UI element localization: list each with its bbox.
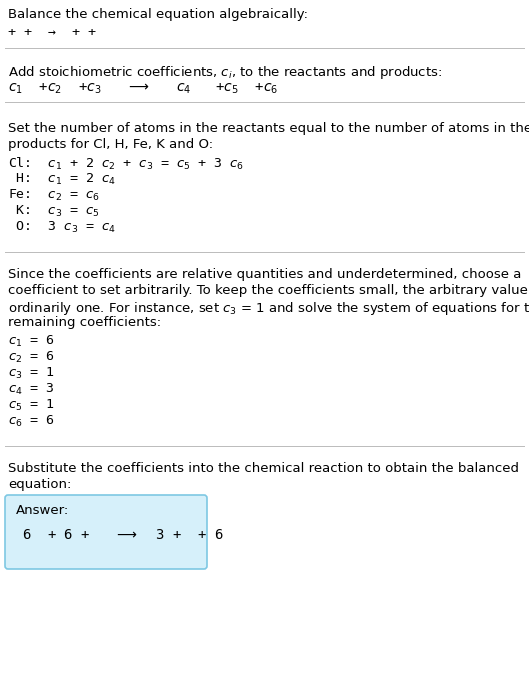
Text: coefficient to set arbitrarily. To keep the coefficients small, the arbitrary va: coefficient to set arbitrarily. To keep … [8, 284, 529, 297]
Text: Substitute the coefficients into the chemical reaction to obtain the balanced: Substitute the coefficients into the che… [8, 462, 519, 475]
Text: remaining coefficients:: remaining coefficients: [8, 316, 161, 329]
Text: Balance the chemical equation algebraically:: Balance the chemical equation algebraica… [8, 8, 308, 21]
Text: equation:: equation: [8, 478, 71, 491]
Text: $c_1$  +$c_2$  +$c_3$   $\longrightarrow$   $c_4$   +$c_5$  +$c_6$: $c_1$ +$c_2$ +$c_3$ $\longrightarrow$ $c… [8, 82, 278, 96]
Text: 6  + 6 +   $\longrightarrow$  3 +  + 6: 6 + 6 + $\longrightarrow$ 3 + + 6 [22, 528, 224, 542]
Text: + +  →  + +: + + → + + [8, 26, 96, 39]
Text: Since the coefficients are relative quantities and underdetermined, choose a: Since the coefficients are relative quan… [8, 268, 522, 281]
Text: $c_2$ = 6: $c_2$ = 6 [8, 350, 54, 365]
Text: $c_5$ = 1: $c_5$ = 1 [8, 398, 54, 413]
Text: Add stoichiometric coefficients, $c_i$, to the reactants and products:: Add stoichiometric coefficients, $c_i$, … [8, 64, 442, 81]
Text: H:  $c_1$ = 2 $c_4$: H: $c_1$ = 2 $c_4$ [8, 172, 116, 187]
Text: $c_6$ = 6: $c_6$ = 6 [8, 414, 54, 429]
Text: $c_3$ = 1: $c_3$ = 1 [8, 366, 54, 381]
Text: Fe:  $c_2$ = $c_6$: Fe: $c_2$ = $c_6$ [8, 188, 100, 203]
Text: O:  3 $c_3$ = $c_4$: O: 3 $c_3$ = $c_4$ [8, 220, 116, 235]
Text: ordinarily one. For instance, set $c_3$ = 1 and solve the system of equations fo: ordinarily one. For instance, set $c_3$ … [8, 300, 529, 317]
Text: K:  $c_3$ = $c_5$: K: $c_3$ = $c_5$ [8, 204, 99, 219]
Text: Cl:  $c_1$ + 2 $c_2$ + $c_3$ = $c_5$ + 3 $c_6$: Cl: $c_1$ + 2 $c_2$ + $c_3$ = $c_5$ + 3 … [8, 156, 244, 172]
Text: $c_1$ = 6: $c_1$ = 6 [8, 334, 54, 349]
Text: $c_4$ = 3: $c_4$ = 3 [8, 382, 54, 397]
Text: Answer:: Answer: [16, 504, 69, 517]
Text: products for Cl, H, Fe, K and O:: products for Cl, H, Fe, K and O: [8, 138, 213, 151]
Text: Set the number of atoms in the reactants equal to the number of atoms in the: Set the number of atoms in the reactants… [8, 122, 529, 135]
FancyBboxPatch shape [5, 495, 207, 569]
